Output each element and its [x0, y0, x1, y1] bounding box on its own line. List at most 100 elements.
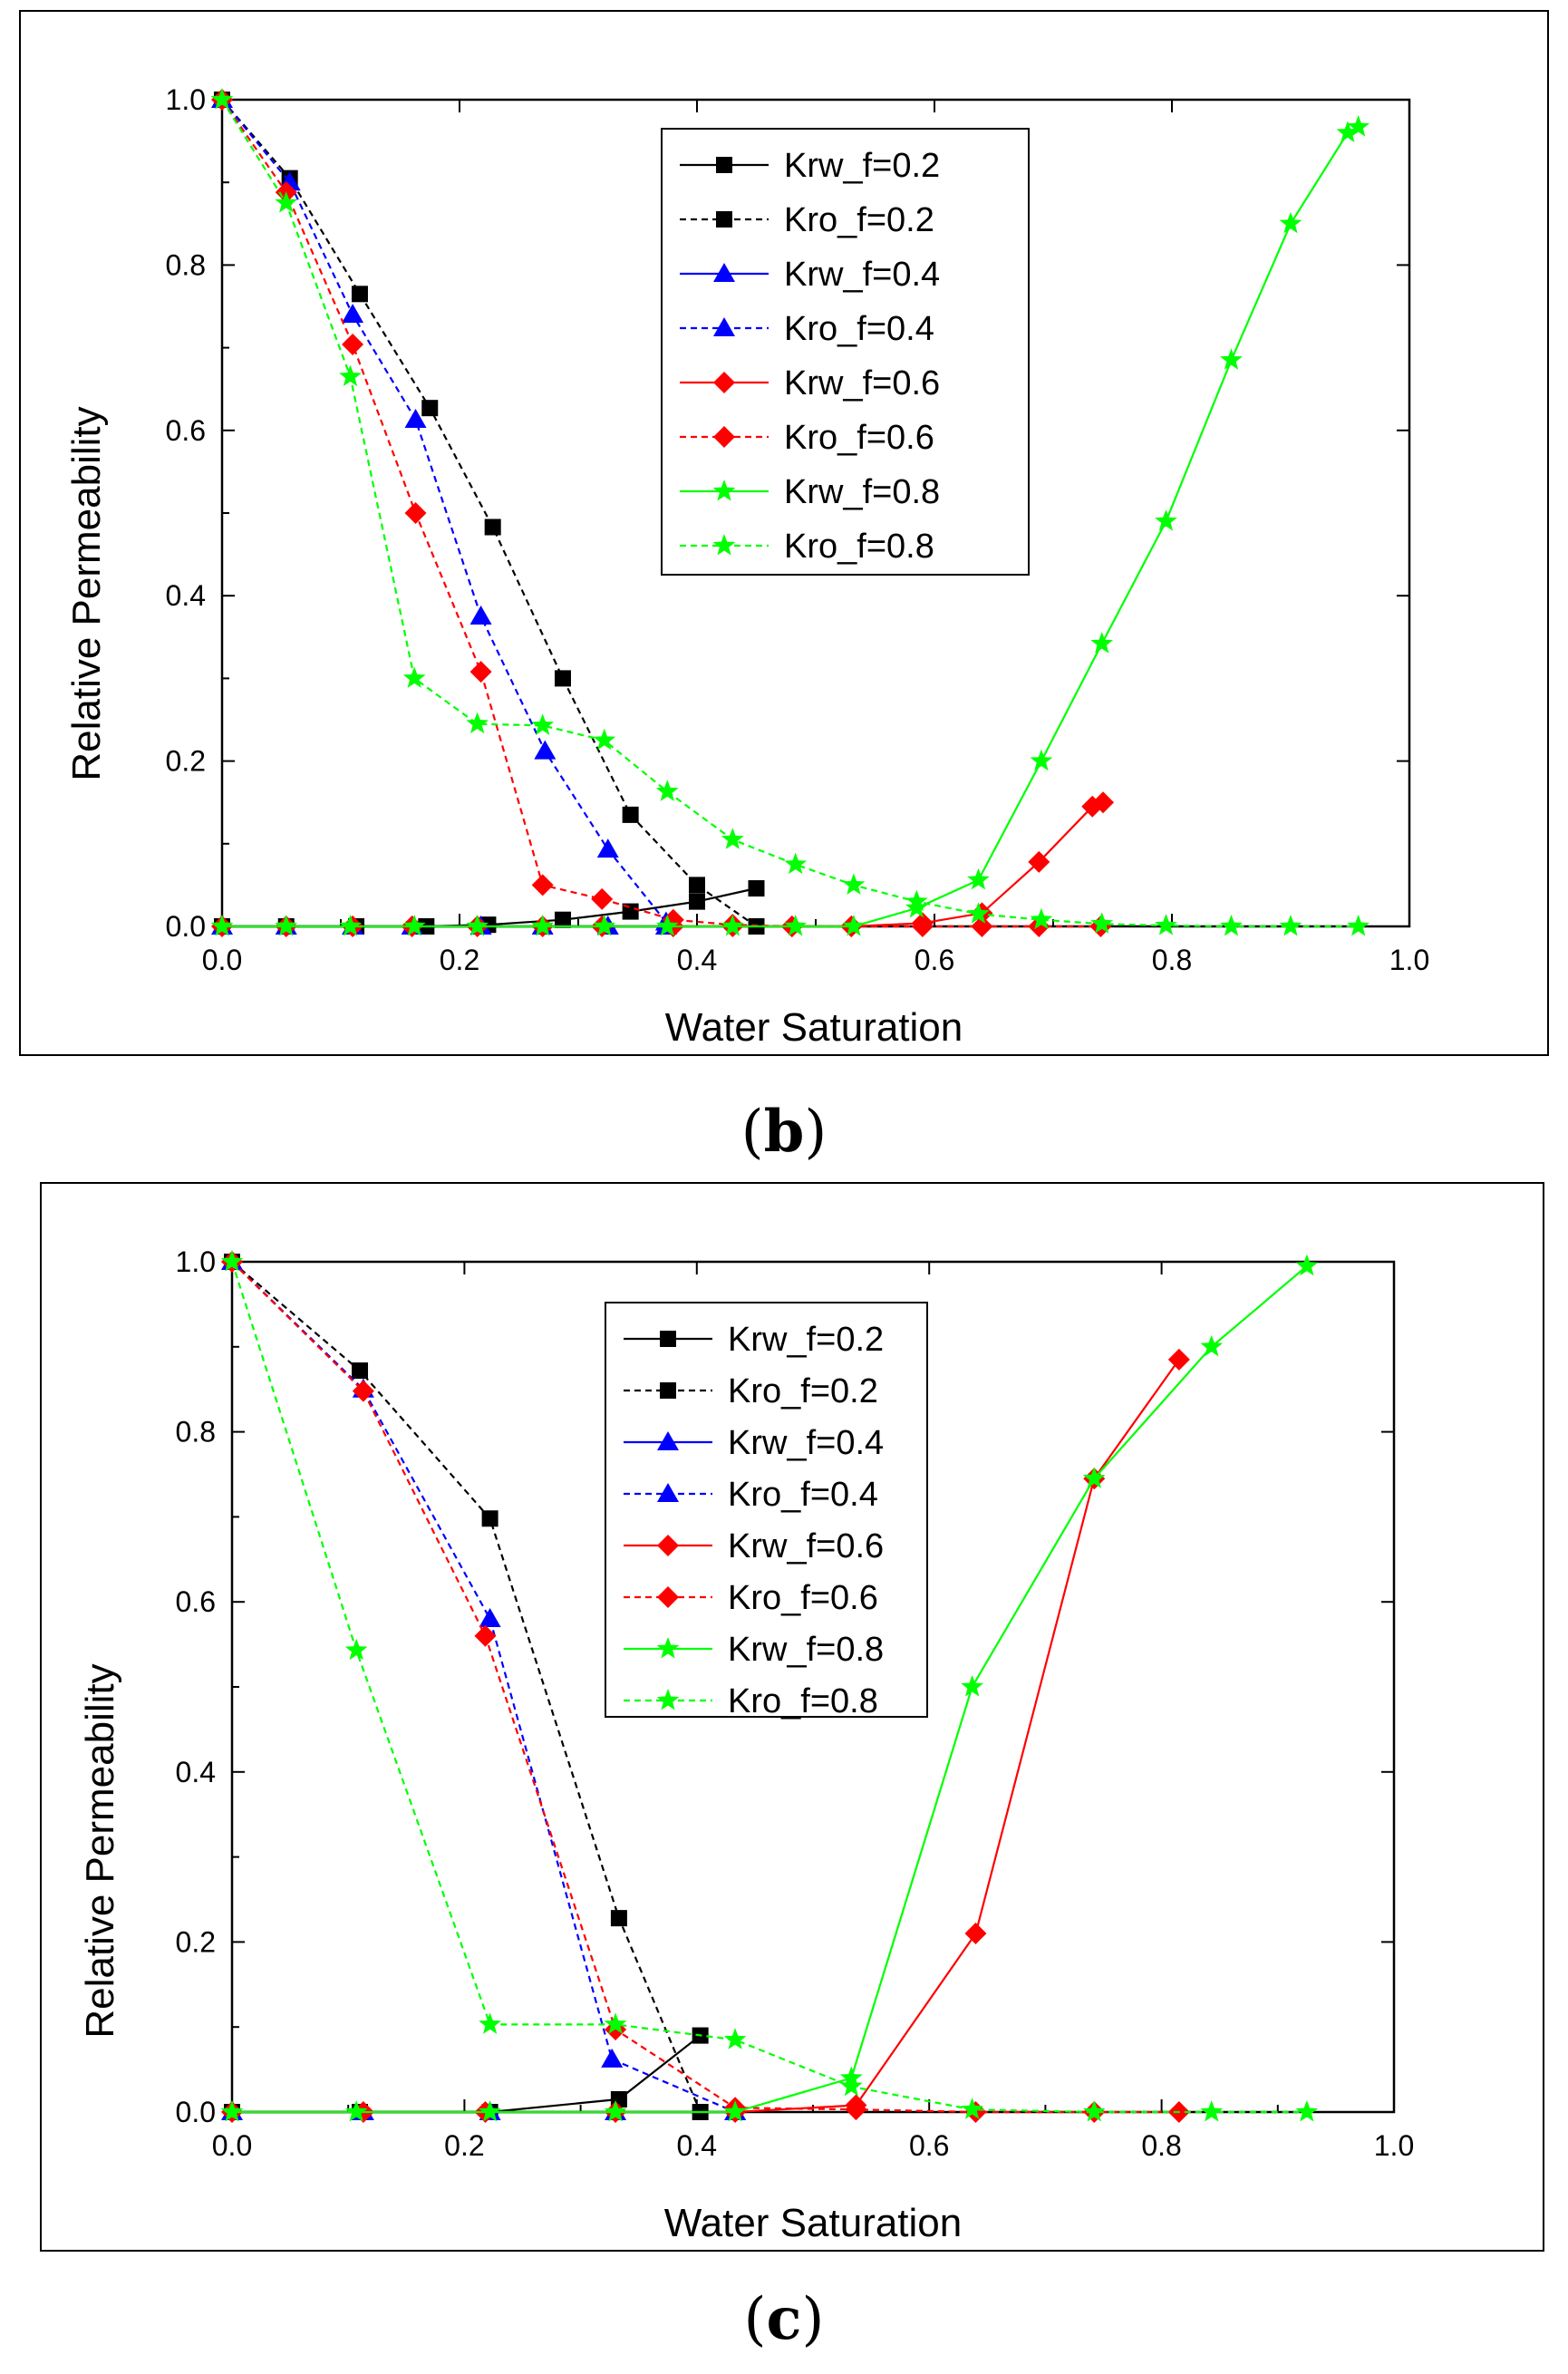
data-point-star [721, 828, 744, 849]
data-point-star [784, 915, 808, 936]
data-point-triangle [601, 2048, 624, 2068]
legend-marker-diamond [657, 1535, 679, 1556]
legend-marker-triangle [713, 317, 735, 336]
legend-label: Krw_f=0.4 [784, 256, 940, 294]
legend-marker-square [716, 157, 732, 173]
data-point-star [210, 88, 234, 110]
legend-item: Krw_f=0.8 [624, 1631, 884, 1669]
data-point-star [604, 2012, 627, 2034]
y-tick-label: 0.6 [166, 414, 206, 447]
data-point-star [1220, 348, 1243, 370]
legend-item: Krw_f=0.4 [680, 256, 940, 294]
data-point-star [967, 902, 990, 924]
data-point-square [554, 670, 571, 687]
data-point-star [531, 915, 555, 936]
legend-item: Kro_f=0.4 [680, 310, 934, 348]
figure-frame [19, 10, 1549, 1056]
data-point-star [839, 2074, 863, 2097]
data-point-star [967, 867, 990, 890]
data-point-star [1030, 749, 1053, 771]
legend-label: Krw_f=0.2 [728, 1321, 884, 1359]
series-krw-f-0-2 [224, 2027, 709, 2120]
x-axis-title: Water Saturation [665, 1005, 963, 1050]
series-line [222, 126, 1360, 928]
x-tick-label: 0.0 [212, 2129, 252, 2162]
legend-item: Krw_f=0.8 [680, 473, 940, 511]
data-point-diamond [342, 333, 364, 355]
legend-label: Krw_f=0.2 [784, 147, 940, 185]
legend-marker-square [660, 1331, 676, 1347]
data-point-star [1295, 1254, 1319, 1276]
data-point-star [593, 728, 616, 751]
data-point-diamond [1028, 850, 1050, 873]
chart-panel-b: 0.0 0.2 0.4 0.6 0.8 1.0 0.0 0.2 0.4 0.6 0.8 1.0 Krw_… [19, 10, 1549, 1166]
legend: Krw_f=0.2 Kro_f=0.2 Krw_f=0.4 Kro_f=0.4 Krw_… [605, 1302, 928, 1720]
data-point-star [1347, 915, 1370, 936]
legend-label: Kro_f=0.6 [784, 419, 934, 457]
legend-item: Kro_f=0.8 [680, 528, 934, 566]
figure-frame [40, 1182, 1544, 2252]
data-point-square [610, 1910, 627, 1927]
data-point-star [344, 1638, 368, 1661]
legend-marker-square [660, 1382, 676, 1399]
legend-item: Kro_f=0.6 [624, 1579, 878, 1617]
series-kro-f-0-4 [211, 89, 677, 931]
y-tick-label: 0.8 [176, 1416, 216, 1449]
data-point-triangle [479, 1607, 501, 1627]
series-krw-f-0-8 [220, 1254, 1319, 2122]
data-point-star [339, 915, 362, 936]
data-point-star [905, 889, 928, 912]
data-point-diamond [911, 916, 934, 937]
data-point-star [210, 915, 234, 936]
legend-marker-square [716, 211, 732, 228]
x-tick-label: 1.0 [1389, 944, 1429, 976]
data-point-star [220, 2100, 244, 2122]
legend-marker-triangle [657, 1483, 679, 1502]
y-axis-title: Relative Permeability [64, 406, 109, 780]
data-point-star [593, 915, 616, 936]
legend-marker-diamond [713, 426, 735, 448]
y-tick-label: 0.0 [166, 910, 206, 943]
data-point-star [1295, 2100, 1319, 2122]
legend-marker-triangle [713, 263, 735, 282]
legend-marker-star [712, 534, 736, 556]
data-point-diamond [591, 887, 614, 910]
data-point-star [220, 1250, 244, 1272]
data-point-star [1200, 1334, 1224, 1357]
legend-item: Krw_f=0.2 [680, 147, 940, 185]
data-point-star [1279, 915, 1302, 936]
data-point-triangle [404, 408, 427, 428]
legend-marker-triangle [657, 1431, 679, 1450]
data-point-star [1082, 1467, 1106, 1488]
data-point-diamond [531, 874, 554, 896]
y-tick-label: 0.2 [176, 1925, 216, 1958]
x-tick-label: 0.8 [1152, 944, 1192, 976]
legend-item: Kro_f=0.6 [680, 419, 934, 457]
y-tick-label: 0.8 [166, 248, 206, 281]
x-tick-label: 0.0 [202, 944, 242, 976]
x-tick-label: 0.4 [677, 944, 717, 976]
y-tick-label: 0.4 [166, 579, 206, 612]
plot-area: 0.0 0.2 0.4 0.6 0.8 1.0 0.0 0.2 0.4 0.6 0.8 1.0 Krw_… [176, 1245, 1415, 2162]
data-point-diamond [474, 1624, 497, 1647]
data-point-star [723, 2028, 747, 2049]
data-point-star [479, 2100, 501, 2122]
data-point-star [1347, 115, 1370, 137]
series-line [221, 99, 1101, 928]
svg-text:(b): (b) [741, 1098, 828, 1166]
data-point-diamond [964, 1923, 987, 1945]
data-point-square [484, 518, 501, 536]
y-tick-label: 0.2 [166, 745, 206, 778]
data-point-star [275, 915, 298, 936]
x-tick-label: 0.8 [1141, 2129, 1181, 2162]
data-point-star [655, 915, 679, 936]
data-point-star [784, 852, 808, 875]
data-point-star [339, 364, 362, 386]
panel-label: (c) [744, 2285, 825, 2353]
series-line [222, 801, 1104, 928]
data-point-star [723, 2100, 747, 2122]
data-point-star [842, 873, 866, 895]
data-point-star [1155, 509, 1177, 531]
series-kro-f-0-8 [220, 1250, 1319, 2122]
legend-item: Krw_f=0.4 [624, 1424, 884, 1462]
